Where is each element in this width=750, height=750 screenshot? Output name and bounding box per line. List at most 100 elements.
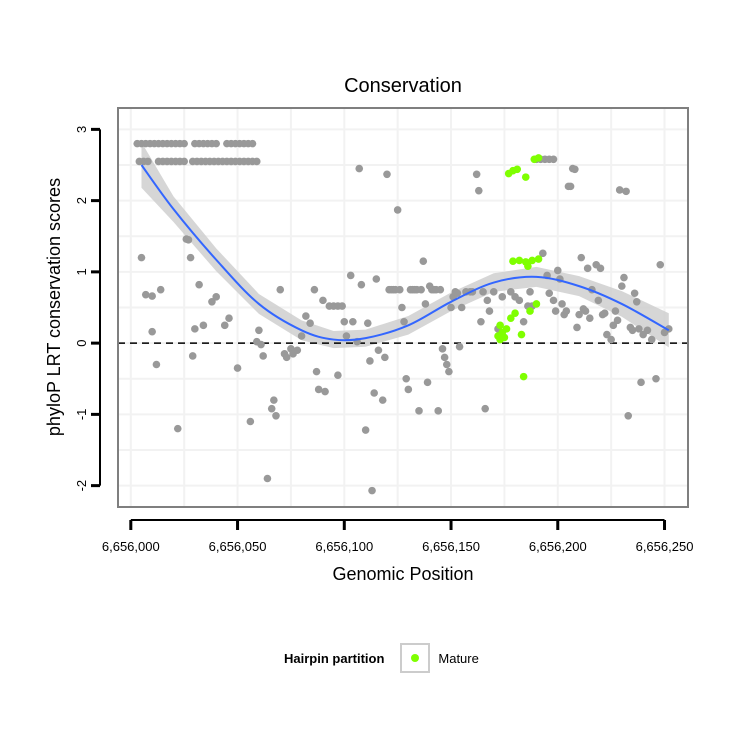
x-tick-label: 6,656,150 [422, 539, 480, 554]
data-point-mature [534, 154, 543, 162]
data-point-other [455, 342, 464, 351]
data-point-other [180, 139, 188, 148]
data-point-other [421, 300, 430, 308]
data-point-other [252, 157, 261, 166]
data-point-other [594, 296, 603, 305]
data-point-other [477, 317, 485, 326]
data-point-other [481, 404, 489, 413]
data-point-other [148, 292, 156, 300]
x-axis: 6,656,000 6,656,050 6,656,100 6,656,150 6,65… [102, 519, 694, 554]
points-mature [494, 154, 543, 381]
data-point-other [144, 157, 152, 166]
data-point-other [257, 340, 265, 349]
legend: Hairpin partition Mature [284, 640, 479, 676]
data-point-other [361, 426, 370, 434]
data-point-other [613, 316, 622, 325]
data-point-other [562, 307, 571, 315]
data-point-other [188, 352, 197, 360]
data-point-other [600, 309, 609, 318]
data-point-mature [524, 262, 532, 270]
data-point-other [637, 378, 645, 387]
data-point-other [479, 288, 487, 296]
data-point-other [334, 371, 342, 379]
data-point-other [208, 298, 216, 306]
data-point-other [395, 285, 404, 294]
data-point-other [483, 296, 492, 305]
data-point-other [398, 303, 406, 312]
data-point-mature [532, 300, 541, 308]
data-point-other [191, 325, 199, 333]
data-point-other [199, 321, 208, 330]
data-point-other [400, 317, 408, 326]
data-point-mature [517, 330, 526, 339]
data-point-mature [509, 257, 517, 265]
data-point-other [282, 353, 291, 362]
data-point-other [212, 293, 221, 301]
data-point-other [442, 360, 451, 369]
data-point-other [383, 170, 391, 179]
y-axis: -2 -1 0 1 2 3 [74, 126, 101, 492]
data-point-other [195, 280, 203, 289]
y-tick-label: -2 [74, 480, 89, 492]
data-point-mature [528, 256, 536, 265]
chart-title: Conservation [344, 75, 462, 97]
data-point-other [515, 296, 524, 305]
data-point-other [314, 385, 323, 394]
data-point-mature [500, 333, 509, 342]
data-point-other [607, 335, 615, 344]
data-point-other [293, 346, 302, 355]
data-point-other [374, 346, 383, 355]
data-point-mature [519, 372, 528, 381]
data-point-other [186, 253, 195, 262]
data-point-other [248, 139, 257, 148]
data-point-other [609, 321, 618, 330]
data-point-other [417, 285, 425, 294]
data-point-other [558, 300, 566, 308]
data-point-other [312, 367, 321, 376]
data-point-other [404, 385, 413, 394]
data-point-other [321, 387, 329, 396]
data-point-mature [513, 165, 522, 174]
data-point-other [156, 285, 165, 294]
y-axis-label: phyloP LRT conservation scores [44, 178, 64, 436]
legend-dot-mature [411, 654, 420, 662]
data-point-other [457, 303, 466, 312]
data-point-other [485, 307, 494, 315]
data-point-other [549, 296, 558, 305]
data-point-other [551, 307, 560, 315]
data-point-other [338, 302, 346, 310]
legend-label-mature: Mature [438, 650, 479, 666]
data-point-other [246, 417, 255, 426]
y-tick-label: -1 [74, 409, 89, 421]
data-point-other [618, 282, 626, 290]
data-point-other [545, 289, 554, 298]
data-point-other [553, 266, 562, 275]
y-tick-label: 1 [74, 268, 89, 275]
data-point-other [436, 285, 445, 294]
data-point-other [519, 317, 528, 326]
data-point-other [622, 187, 630, 196]
data-point-other [363, 319, 372, 327]
data-point-mature [534, 255, 543, 263]
data-point-other [577, 253, 586, 262]
x-tick-label: 6,656,250 [636, 539, 694, 554]
data-point-other [346, 271, 355, 280]
x-tick-label: 6,656,200 [529, 539, 587, 554]
smooth-line [140, 164, 670, 342]
data-point-other [342, 332, 351, 340]
data-point-other [596, 264, 605, 273]
data-point-other [643, 326, 652, 335]
data-point-other [370, 389, 378, 397]
data-point-other [372, 275, 381, 283]
data-point-other [652, 374, 660, 383]
data-point-other [445, 367, 453, 376]
data-point-other [423, 378, 432, 387]
y-tick-label: 3 [74, 126, 89, 133]
y-tick-label: 2 [74, 197, 89, 204]
data-point-other [402, 374, 411, 383]
data-point-other [220, 321, 229, 330]
data-point-other [306, 319, 314, 327]
data-point-other [474, 186, 483, 195]
data-point-other [355, 164, 364, 173]
